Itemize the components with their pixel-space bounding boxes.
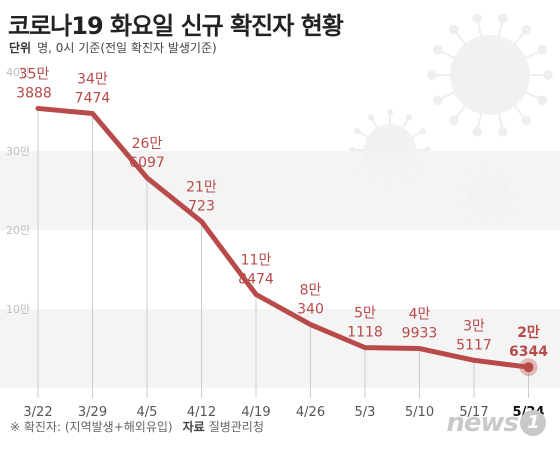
virus-spike-tip [449,115,459,126]
virus-icon-large [427,13,553,137]
data-label: 11만 [241,252,272,268]
grid-band [0,309,560,388]
virus-spike-tip [432,45,443,55]
y-tick-label: 30만 [6,145,30,158]
data-label: 4만 [409,307,431,323]
footer-source: 자료 질병관리청 [183,420,264,434]
x-tick-label: 5/10 [405,405,434,420]
virus-spike-tip [472,126,482,137]
virus-body [450,35,530,115]
grid-bands [0,151,560,388]
data-label: 21만 [186,180,217,196]
data-label: 35만 [19,66,50,82]
virus-spike-tip [354,128,361,135]
x-tick-label: 4/12 [187,405,216,420]
unit-label: 단위 [9,41,32,55]
footer: ※ 확진자: (지역발생+해외유입) 자료 질병관리청 [10,418,264,435]
data-label: 6097 [129,155,165,171]
logo-mark: 1 [520,410,546,436]
virus-spike-tip [498,126,508,137]
data-labels: 35만 3888 34만 7474 26만 6097 21만 723 11만 8474 8만 340 5… [16,66,548,360]
last-point-marker [523,362,534,373]
y-tick-label: 10만 [6,303,30,316]
category-gridlines [37,108,529,398]
x-tick-label: 5/17 [459,405,488,420]
source-label: 자료 [182,420,205,434]
virus-spike-tip [449,24,459,35]
y-tick-label: 20만 [6,224,30,237]
virus-spike-tip [537,45,548,55]
virus-spike-tip [386,109,394,116]
data-label: 5117 [456,337,492,353]
unit-text: 명, 0시 기준(전일 확진자 발생기준) [37,41,217,55]
y-tick-label: 40만 [6,66,30,79]
virus-spike-tip [521,115,531,126]
data-label: 5만 [354,306,376,322]
series-line [35,105,538,377]
page-title: 코로나19 화요일 신규 확진자 현황 [8,12,344,40]
x-tick-label: 4/26 [296,405,325,420]
data-label: 7474 [75,90,111,106]
data-label: 1118 [347,325,383,341]
data-label: 6344 [509,344,548,360]
data-label: 340 [297,302,324,318]
x-tick-label: 5/3 [355,405,376,420]
data-label: 26만 [132,136,163,152]
unit-note: 단위 명, 0시 기준(전일 확진자 발생기준) [9,39,217,56]
x-tick-label: 4/5 [137,405,158,420]
virus-spike-tip [368,114,375,121]
virus-spike-tip [521,24,531,35]
virus-spike-tip [472,13,482,24]
news1-logo: news 1 [446,408,546,438]
x-tick-label: 4/19 [241,405,270,420]
logo-text: news [446,408,519,438]
footer-note: ※ 확진자: (지역발생+해외유입) [10,420,173,434]
source-name: 질병관리청 [208,420,264,434]
data-label: 3888 [16,85,52,101]
virus-spike-tip [432,95,443,105]
series-polyline [35,105,531,370]
data-label: 8474 [238,271,274,287]
data-label: 9933 [402,326,438,342]
data-label: 3만 [463,318,485,334]
data-label: 8만 [300,283,322,299]
virus-spike-tip [427,70,437,80]
virus-spike-tip [543,70,553,80]
data-label: 2만 [517,325,540,341]
data-label: 723 [188,199,215,215]
virus-spike-tip [537,95,548,105]
virus-spike-tip [405,114,412,121]
virus-spike-tip [498,13,508,24]
virus-spike-tip [419,128,426,135]
y-axis-ticks: 10만 20만 30만 40만 [6,66,30,316]
x-tick-label: 3/22 [23,405,52,420]
data-label: 34만 [77,71,108,87]
grid-band [0,151,560,230]
x-tick-label: 3/29 [78,405,107,420]
